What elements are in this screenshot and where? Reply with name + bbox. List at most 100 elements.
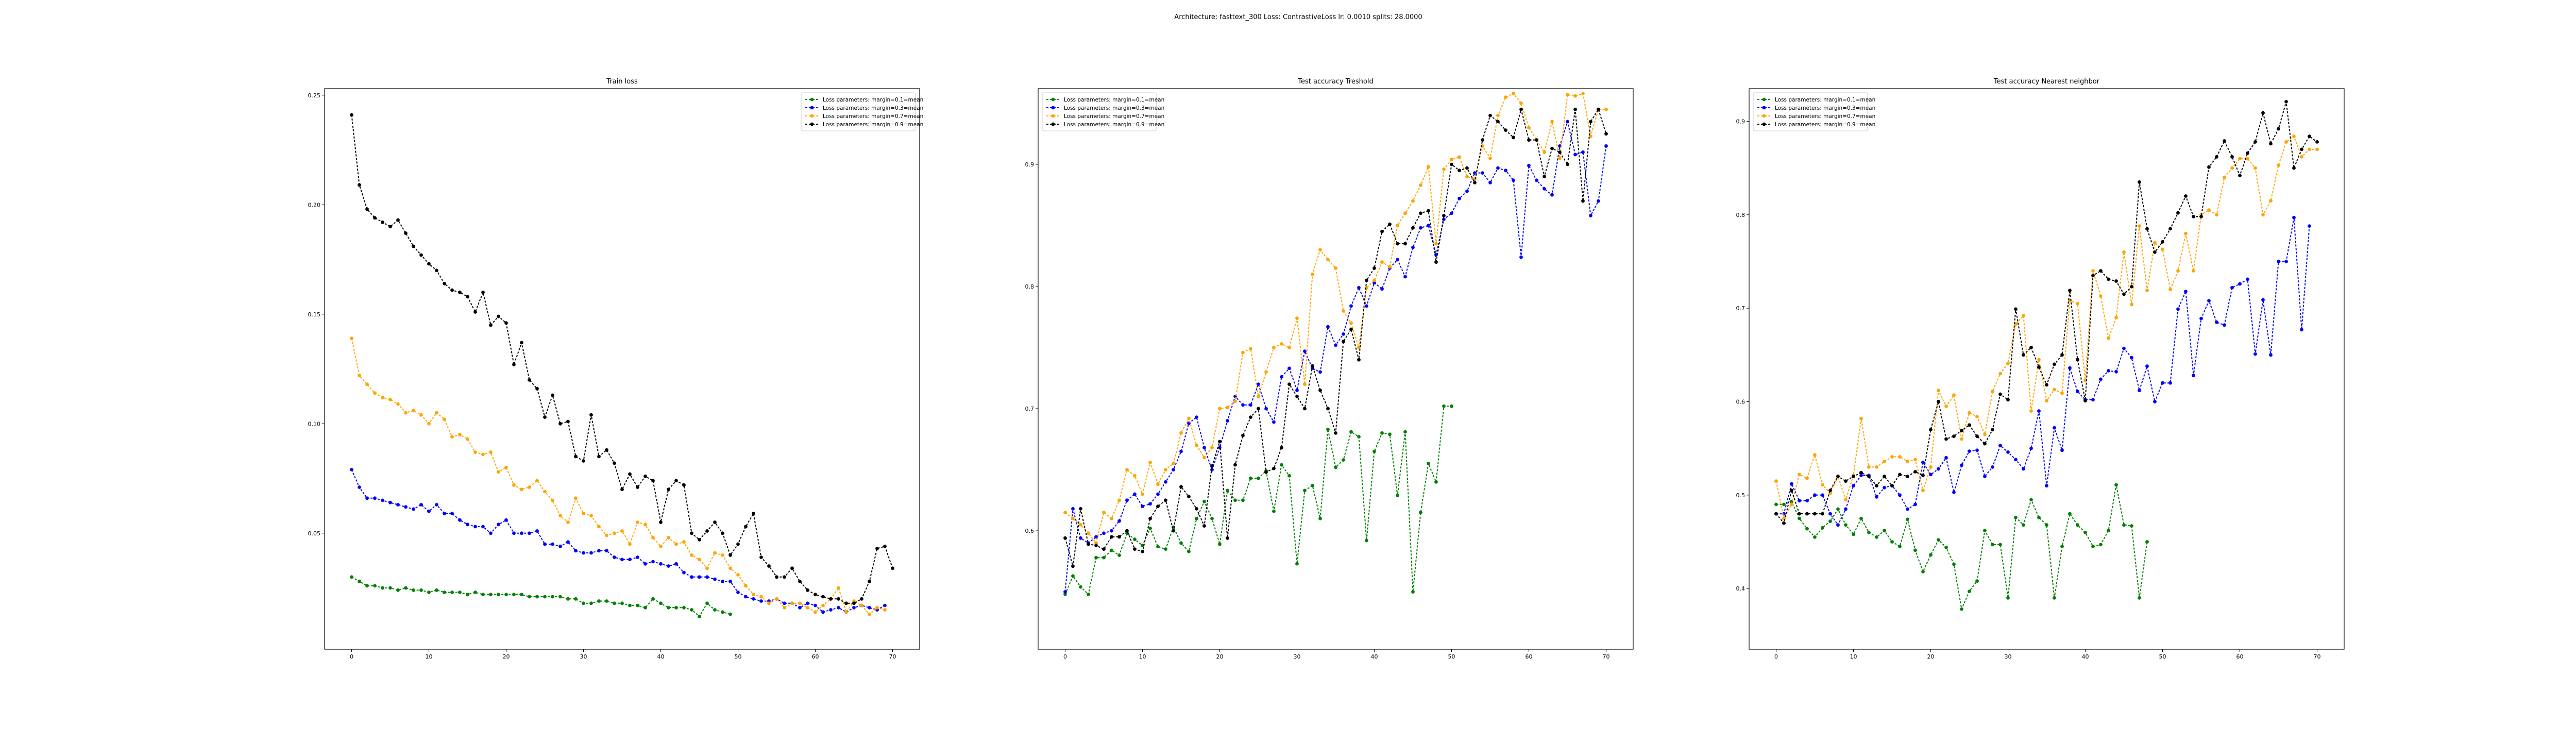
- data-point: [543, 415, 547, 419]
- data-point: [1342, 340, 1345, 344]
- data-point: [1913, 548, 1917, 552]
- data-point: [690, 531, 693, 535]
- data-point: [775, 575, 778, 579]
- data-point: [435, 268, 438, 273]
- data-point: [381, 586, 384, 590]
- data-point: [1805, 527, 1809, 531]
- data-point: [1079, 522, 1082, 527]
- data-point: [1388, 432, 1392, 436]
- data-point: [1427, 165, 1430, 169]
- data-point: [1318, 370, 1322, 374]
- data-point: [2006, 450, 2010, 454]
- data-point: [419, 588, 423, 592]
- data-point: [1890, 484, 1894, 488]
- data-point: [1944, 545, 1948, 549]
- data-point: [829, 608, 833, 612]
- data-point: [2230, 166, 2234, 170]
- data-point: [1396, 493, 1399, 497]
- data-point: [667, 605, 670, 610]
- data-point: [1272, 509, 1276, 513]
- data-point: [497, 522, 500, 527]
- data-point: [1202, 456, 1206, 460]
- data-point: [1898, 473, 1902, 477]
- data-point: [558, 514, 562, 518]
- data-point: [489, 593, 493, 597]
- legend-marker: [1051, 122, 1055, 126]
- data-point: [1960, 429, 1963, 433]
- y-tick-label: 0.6: [1025, 528, 1035, 534]
- data-point: [1334, 266, 1337, 270]
- data-point: [1349, 321, 1353, 325]
- data-point: [1991, 390, 1994, 393]
- x-tick-label: 30: [580, 653, 587, 660]
- data-point: [1442, 214, 1446, 217]
- data-point: [690, 608, 693, 612]
- data-point: [1543, 175, 1546, 179]
- data-point: [705, 529, 709, 533]
- data-point: [674, 479, 678, 483]
- y-tick-label: 0.15: [308, 311, 321, 318]
- data-point: [1226, 536, 1229, 540]
- data-point: [388, 586, 392, 590]
- data-point: [1844, 507, 1848, 511]
- chart-title: Train loss: [606, 78, 638, 86]
- data-point: [1233, 463, 1237, 467]
- data-point: [1566, 120, 1569, 124]
- data-point: [1998, 444, 2002, 448]
- data-point: [628, 542, 632, 546]
- data-point: [814, 593, 817, 597]
- data-point: [1295, 562, 1299, 566]
- data-point: [2068, 366, 2072, 370]
- data-point: [1295, 394, 1299, 398]
- data-point: [2161, 381, 2164, 385]
- data-point: [1125, 529, 1129, 533]
- legend-marker: [1762, 97, 1766, 102]
- data-point: [1434, 480, 1438, 484]
- data-point: [721, 579, 724, 583]
- data-point: [721, 610, 724, 614]
- data-point: [543, 595, 547, 599]
- data-point: [1117, 553, 1121, 557]
- data-point: [504, 465, 508, 469]
- data-point: [1187, 416, 1191, 420]
- data-point: [2014, 307, 2018, 311]
- legend-marker: [1762, 122, 1766, 126]
- data-point: [1496, 166, 1500, 170]
- data-point: [1125, 498, 1129, 502]
- data-point: [373, 216, 377, 220]
- data-point: [1875, 535, 1878, 539]
- data-point: [2114, 279, 2118, 283]
- data-point: [1295, 389, 1299, 392]
- data-point: [2014, 458, 2018, 462]
- data-point: [1566, 162, 1569, 166]
- data-point: [1079, 536, 1082, 540]
- data-point: [1372, 449, 1376, 453]
- data-point: [1604, 132, 1608, 136]
- data-point: [2230, 155, 2234, 159]
- data-point: [1442, 404, 1446, 408]
- data-point: [1597, 107, 1600, 111]
- data-point: [1859, 474, 1863, 478]
- data-point: [1543, 150, 1546, 154]
- data-point: [1202, 499, 1206, 503]
- data-point: [396, 503, 400, 507]
- data-point: [1148, 460, 1152, 464]
- data-point: [2223, 323, 2226, 327]
- data-point: [1496, 113, 1500, 117]
- data-point: [1210, 446, 1214, 450]
- data-point: [868, 605, 871, 610]
- series-3: [350, 336, 887, 616]
- data-point: [1179, 431, 1183, 435]
- data-point: [1550, 193, 1554, 197]
- data-point: [1573, 153, 1577, 157]
- data-point: [728, 579, 732, 583]
- data-point: [2060, 545, 2064, 548]
- data-point: [2076, 523, 2079, 527]
- data-point: [582, 459, 585, 463]
- data-point: [883, 608, 887, 612]
- data-point: [1929, 473, 1933, 477]
- data-point: [1774, 479, 1778, 483]
- data-point: [388, 225, 392, 229]
- data-point: [381, 498, 384, 502]
- data-point: [1434, 242, 1438, 246]
